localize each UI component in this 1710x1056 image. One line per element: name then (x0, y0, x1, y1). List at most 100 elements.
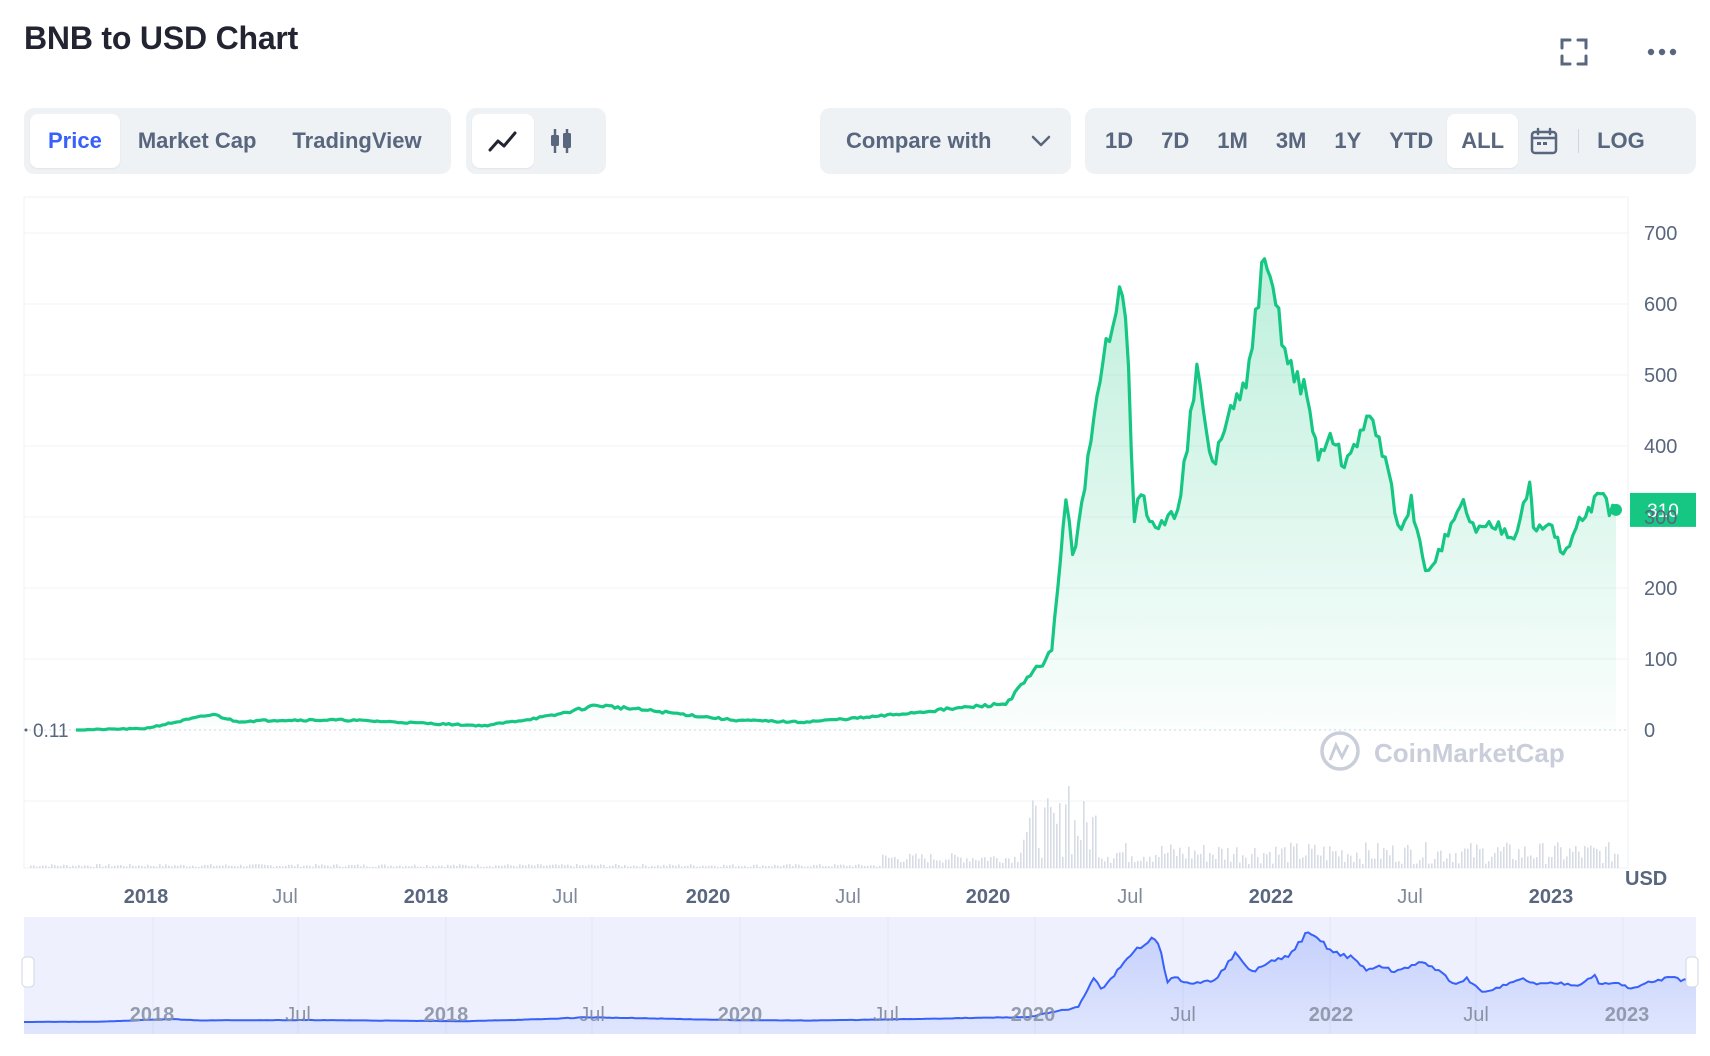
x-tick-label: 2022 (1249, 886, 1294, 908)
volume-bar (1011, 862, 1013, 868)
volume-bar (1437, 851, 1439, 868)
current-price-badge (1630, 492, 1696, 527)
volume-bar (831, 866, 833, 868)
volume-bar (1578, 851, 1580, 868)
volume-bar (78, 864, 80, 868)
more-options-button[interactable] (1640, 30, 1684, 74)
volume-bar (1260, 863, 1262, 868)
volume-bar (504, 865, 506, 868)
tab-market-cap[interactable]: Market Cap (137, 128, 257, 153)
volume-bar (579, 865, 581, 868)
navigator-tick-label: Jul (1463, 1004, 1489, 1026)
volume-bar (237, 866, 239, 868)
volume-bar (1560, 847, 1562, 868)
volume-bar (840, 864, 842, 868)
volume-bar (1200, 853, 1202, 868)
volume-bar (1479, 849, 1481, 868)
volume-bar (1524, 846, 1526, 868)
volume-bar (1446, 858, 1448, 868)
range-3m[interactable]: 3M (1275, 128, 1307, 153)
volume-bar (162, 866, 164, 868)
volume-bar (1416, 863, 1418, 868)
volume-bar (1554, 845, 1556, 868)
volume-bar (183, 865, 185, 868)
tab-tradingview[interactable]: TradingView (292, 128, 422, 153)
volume-bar (849, 865, 851, 868)
volume-bar (945, 859, 947, 868)
volume-bar (264, 864, 266, 868)
volume-bar (693, 865, 695, 868)
navigator[interactable]: 2018 Jul 2018 Jul 2020 Jul 2020 Jul 2022 Jul 2023 (21, 917, 1699, 1034)
volume-bar (1080, 840, 1082, 868)
volume-bar (60, 866, 62, 868)
volume-bar (546, 865, 548, 868)
volume-bar (669, 864, 671, 868)
volume-bar (1254, 848, 1256, 868)
volume-bar (597, 865, 599, 868)
volume-bar (1035, 805, 1037, 868)
volume-bar (903, 861, 905, 868)
volume-bar (147, 864, 149, 868)
volume-bar (915, 853, 917, 868)
candlestick-button[interactable] (534, 114, 588, 168)
volume-bar (447, 864, 449, 868)
log-scale-toggle[interactable]: LOG (1597, 128, 1645, 153)
navigator-tick-label: Jul (579, 1004, 605, 1026)
volume-bar (1182, 853, 1184, 868)
range-1d[interactable]: 1D (1105, 128, 1134, 153)
volume-bar (108, 864, 110, 868)
line-chart-button[interactable] (472, 114, 534, 168)
volume-bar (570, 865, 572, 868)
volume-bar (1107, 856, 1109, 868)
volume-bar (270, 865, 272, 868)
range-7d[interactable]: 7D (1161, 128, 1190, 153)
volume-bar (1095, 815, 1097, 868)
volume-bar (246, 866, 248, 868)
volume-bar (195, 866, 197, 868)
volume-bar (1542, 843, 1544, 868)
volume-bar (1395, 861, 1397, 868)
navigator-tick-label: 2020 (1011, 1004, 1056, 1026)
volume-bar (729, 865, 731, 868)
range-1y[interactable]: 1Y (1334, 128, 1362, 153)
volume-bar (714, 866, 716, 868)
volume-bar (480, 866, 482, 868)
volume-bar (558, 865, 560, 868)
range-ytd[interactable]: YTD (1389, 128, 1434, 153)
compare-with-dropdown[interactable]: Compare with (820, 108, 1071, 174)
volume-bar (744, 865, 746, 868)
volume-bar (153, 865, 155, 868)
range-all[interactable]: ALL (1447, 114, 1519, 168)
volume-bar (996, 858, 998, 868)
volume-bar (1293, 846, 1295, 868)
fullscreen-button[interactable] (1552, 30, 1596, 74)
volume-bar (912, 855, 914, 868)
volume-bar (1377, 843, 1379, 868)
volume-bar (582, 865, 584, 868)
volume-bar (1515, 860, 1517, 868)
volume-bar (249, 864, 251, 868)
x-tick-label: Jul (1117, 886, 1143, 908)
volume-bar (1188, 846, 1190, 868)
volume-bar (1215, 859, 1217, 868)
volume-bar (696, 866, 698, 868)
volume-bar (909, 853, 911, 868)
volume-bar (417, 866, 419, 868)
tab-price[interactable]: Price (30, 114, 120, 168)
calendar-icon (1530, 127, 1558, 155)
volume-bar (1248, 863, 1250, 868)
volume-bar (513, 865, 515, 868)
volume-bar (120, 864, 122, 868)
volume-bar (72, 865, 74, 868)
volume-bar (342, 866, 344, 868)
volume-bar (519, 864, 521, 868)
volume-bar (1212, 854, 1214, 868)
volume-bar (1119, 852, 1121, 868)
volume-bar (1422, 857, 1424, 868)
range-1m[interactable]: 1M (1217, 128, 1248, 153)
volume-bar (393, 866, 395, 868)
volume-bar (1206, 861, 1208, 868)
date-range-button[interactable] (1518, 114, 1570, 168)
volume-bar (378, 865, 380, 868)
volume-bar (306, 865, 308, 868)
